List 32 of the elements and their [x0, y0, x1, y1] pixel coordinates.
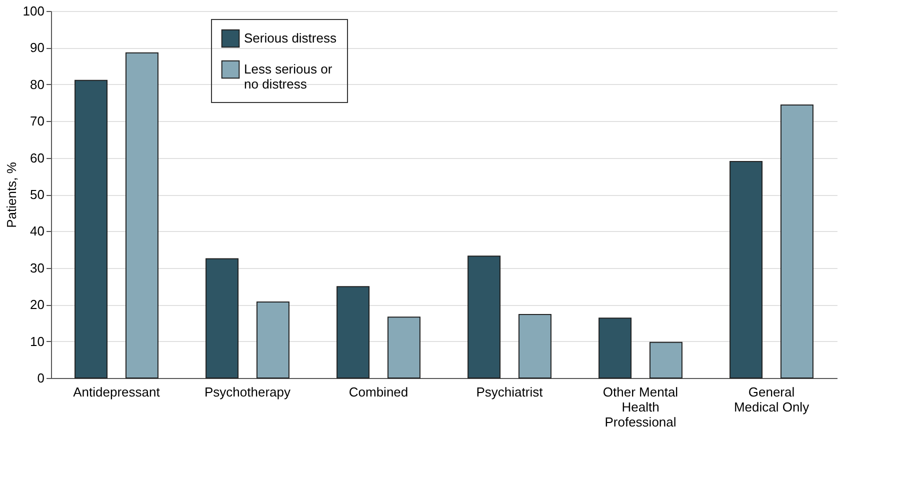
y-tick-label: 0: [37, 370, 44, 386]
bar: [256, 302, 290, 378]
legend-label: Less serious or no distress: [244, 62, 333, 92]
bar: [649, 342, 682, 378]
y-tick-label: 80: [30, 76, 44, 92]
y-tick-label: 30: [30, 260, 44, 276]
y-tick-label: 40: [30, 224, 44, 239]
bar: [206, 258, 239, 378]
x-tick-label: General Medical Only: [734, 384, 810, 414]
x-tick-label: Other Mental Health Professional: [602, 384, 678, 430]
x-tick-label: Psychotherapy: [204, 384, 291, 400]
y-tick-label: 90: [30, 40, 44, 56]
y-tick-label: 100: [22, 4, 44, 18]
y-axis-title: Patients, %: [4, 162, 19, 228]
y-tick-label: 20: [30, 297, 44, 312]
x-tick-label: Psychiatrist: [476, 384, 544, 400]
x-tick-label: Antidepressant: [73, 384, 160, 400]
x-tick-label: Combined: [348, 384, 408, 400]
bar: [518, 314, 552, 378]
bar: [74, 80, 108, 378]
bar: [468, 256, 501, 378]
bar: [730, 160, 763, 378]
bar: [598, 318, 632, 378]
legend-label: Serious distress: [244, 30, 337, 46]
bar: [336, 286, 370, 378]
y-tick-label: 60: [30, 150, 44, 166]
y-tick-label: 70: [30, 114, 44, 129]
bar: [780, 104, 814, 378]
bar: [125, 52, 158, 378]
y-tick-label: 50: [30, 187, 44, 202]
y-tick-label: 10: [30, 334, 44, 349]
bar: [387, 316, 420, 378]
